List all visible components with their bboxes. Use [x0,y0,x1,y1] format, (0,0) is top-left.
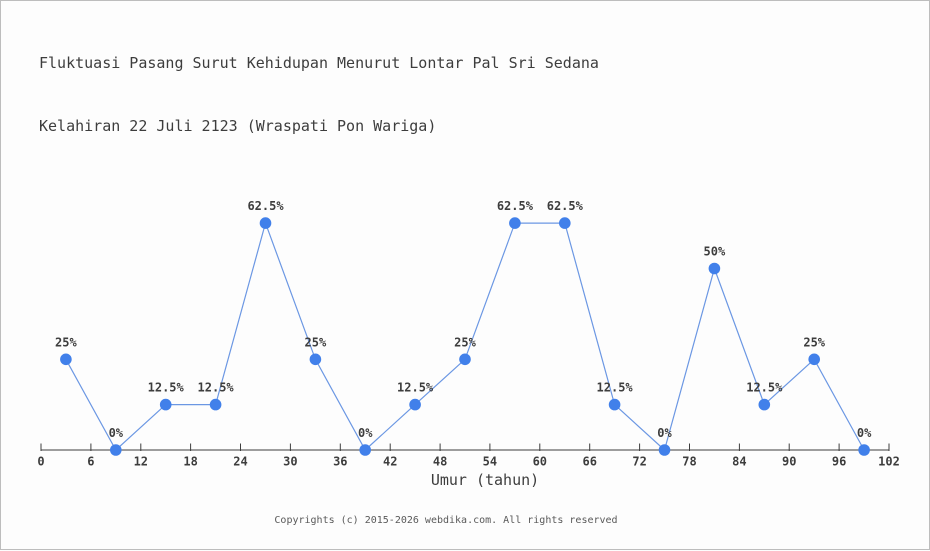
chart-title-line1: Fluktuasi Pasang Surut Kehidupan Menurut… [39,54,599,72]
data-point-label: 0% [657,426,672,440]
x-axis-tick-label: 72 [632,455,646,469]
data-point-label: 0% [857,426,872,440]
data-point-marker [808,353,820,366]
x-axis-tick-label: 0 [37,455,44,469]
x-axis-tick-label: 60 [533,455,547,469]
data-point-marker [60,353,72,366]
data-point-label: 50% [704,245,726,259]
x-axis-tick-label: 66 [582,455,596,469]
x-axis-tick-label: 84 [732,455,746,469]
x-axis-tick-label: 102 [878,455,900,469]
data-point-label: 25% [803,335,825,349]
chart-title-line2: Kelahiran 22 Juli 2123 (Wraspati Pon War… [39,117,437,135]
x-axis-tick-label: 42 [383,455,397,469]
data-point-label: 12.5% [597,381,634,395]
x-axis-tick-label: 36 [333,455,347,469]
data-point-label: 62.5% [497,199,534,213]
data-point-marker [409,398,421,411]
data-point-marker [259,217,272,229]
x-axis-tick-label: 30 [283,455,297,469]
data-point-marker [608,398,621,411]
x-axis-tick-label: 78 [682,455,696,469]
data-point-marker [359,444,372,456]
data-point-marker [708,262,721,275]
data-point-marker [758,398,771,411]
data-point-label: 0% [358,426,373,440]
data-point-label: 12.5% [746,381,783,395]
x-axis-tick-label: 96 [832,455,846,469]
x-axis-title: Umur (tahun) [430,471,540,489]
data-point-marker [658,444,671,456]
data-point-label: 0% [109,426,124,440]
x-axis-tick-label: 24 [233,455,247,469]
data-point-marker [110,444,122,456]
data-point-marker [309,353,322,366]
data-point-marker [509,217,521,229]
copyright-footer: Copyrights (c) 2015-2026 webdika.com. Al… [274,515,618,526]
data-point-marker [459,353,471,366]
x-axis-tick-label: 90 [782,455,796,469]
x-axis-tick-label: 18 [183,455,197,469]
x-axis-tick-label: 48 [433,455,447,469]
data-point-marker [209,398,222,411]
data-point-label: 25% [55,335,77,349]
data-point-label: 62.5% [547,199,584,213]
data-point-marker [159,398,172,411]
data-point-label: 25% [305,335,327,349]
data-point-marker [858,444,870,456]
data-point-label: 12.5% [198,381,235,395]
x-axis-tick-label: 6 [87,455,94,469]
data-point-label: 62.5% [247,199,284,213]
x-axis-tick-label: 54 [483,455,497,469]
data-point-label: 25% [454,335,476,349]
chart-title: Fluktuasi Pasang Surut Kehidupan Menurut… [39,11,599,158]
data-point-label: 12.5% [148,381,185,395]
x-axis-tick-label: 12 [134,455,148,469]
data-point-label: 12.5% [397,381,434,395]
data-point-marker [559,217,571,229]
